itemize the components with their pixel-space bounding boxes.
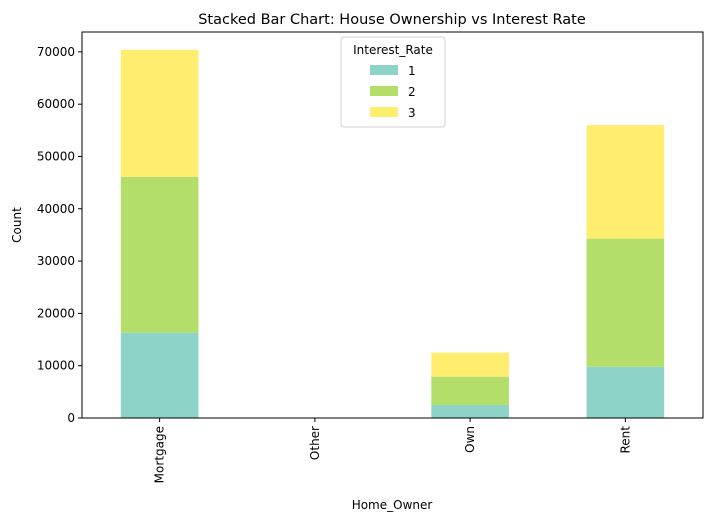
bars-group (120, 49, 665, 418)
legend-label-rate-1: 1 (408, 64, 416, 78)
legend-swatch-rate-1 (370, 65, 398, 75)
plot-frame (81, 31, 704, 419)
y-tick-label: 40000 (37, 202, 75, 216)
chart-title: Stacked Bar Chart: House Ownership vs In… (198, 12, 586, 28)
bar-rent-rate-3 (586, 125, 665, 239)
bar-own-rate-2 (431, 376, 509, 405)
x-tick-label-own: Own (463, 426, 477, 453)
legend-swatch-rate-2 (370, 86, 398, 96)
legend-label-rate-3: 3 (408, 106, 416, 120)
bar-mortgage-rate-2 (120, 176, 199, 333)
x-tick-label-rent: Rent (618, 426, 632, 454)
y-tick-label: 60000 (37, 97, 75, 111)
y-tick-label: 10000 (37, 359, 75, 373)
legend-swatch-rate-3 (370, 107, 398, 117)
bar-rent-rate-1 (586, 366, 665, 418)
legend: Interest_Rate 1 2 3 (340, 36, 446, 128)
bar-mortgage-rate-1 (120, 332, 199, 418)
legend-title: Interest_Rate (353, 43, 433, 57)
x-axis: Mortgage Other Own Rent (153, 418, 632, 483)
bar-own-rate-3 (431, 352, 509, 377)
x-tick-label-other: Other (308, 426, 322, 460)
y-tick-label: 70000 (37, 45, 75, 59)
legend-box (340, 36, 446, 128)
y-tick-label: 30000 (37, 254, 75, 268)
x-tick-label-mortgage: Mortgage (153, 426, 167, 483)
y-tick-label: 0 (67, 411, 75, 425)
y-axis-label: Count (10, 207, 24, 243)
y-axis: 0 10000 20000 30000 40000 50000 60000 70000 (37, 45, 82, 425)
legend-label-rate-2: 2 (408, 85, 416, 99)
y-tick-label: 50000 (37, 149, 75, 163)
x-axis-label: Home_Owner (352, 498, 433, 512)
bar-rent-rate-2 (586, 238, 665, 367)
y-tick-label: 20000 (37, 306, 75, 320)
bar-mortgage-rate-3 (120, 49, 199, 177)
bar-own-rate-1 (431, 404, 509, 418)
